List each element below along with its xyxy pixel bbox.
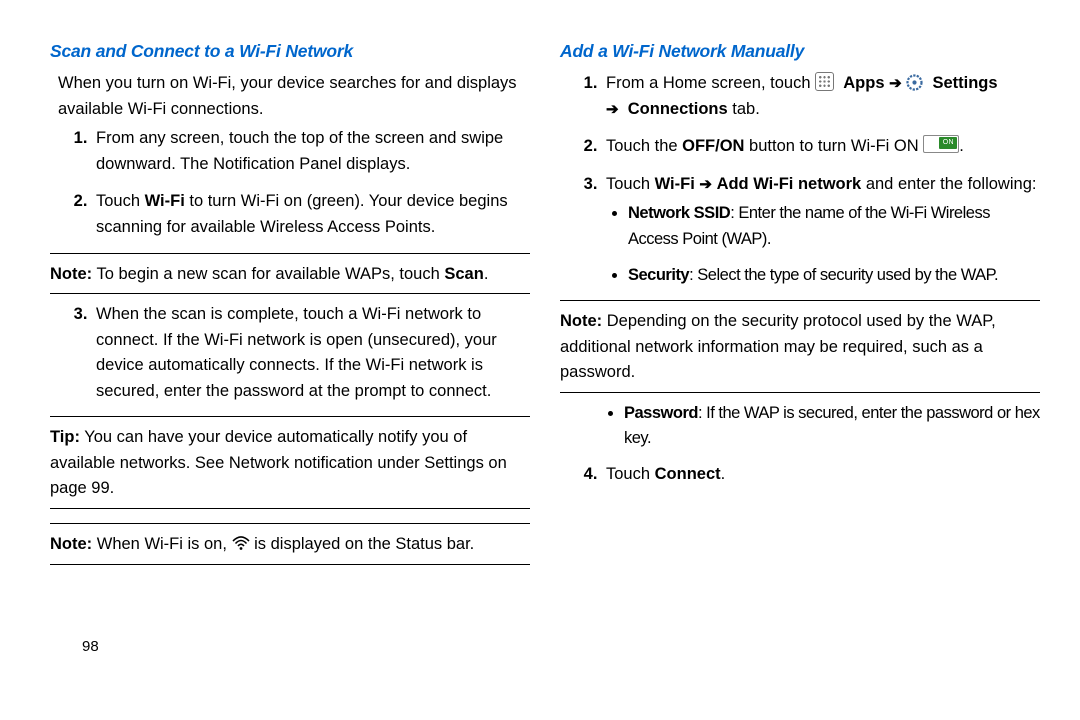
step-1: From any screen, touch the top of the sc… — [92, 126, 530, 177]
left-column: Scan and Connect to a Wi-Fi Network When… — [50, 38, 530, 658]
intro-text: When you turn on Wi-Fi, your device sear… — [58, 71, 530, 122]
r1-apps: Apps — [843, 74, 884, 92]
r3-pre: Touch — [606, 175, 655, 193]
r-step-4: Touch Connect. — [602, 462, 1040, 488]
r2-pre: Touch the — [606, 137, 682, 155]
r3-b2: Add Wi-Fi network — [717, 175, 862, 193]
heading-scan-connect: Scan and Connect to a Wi-Fi Network — [50, 38, 530, 65]
bullet-ssid: Network SSID: Enter the name of the Wi-F… — [628, 201, 1040, 252]
r3-post: and enter the following: — [861, 175, 1036, 193]
on-switch-icon — [923, 135, 959, 153]
arrow-icon: ➔ — [606, 101, 619, 118]
divider — [50, 508, 530, 509]
tip-label: Tip: — [50, 428, 80, 446]
arrow-icon: ➔ — [889, 75, 902, 92]
r2-b: OFF/ON — [682, 137, 744, 155]
r2-mid: button to turn Wi-Fi ON — [744, 137, 923, 155]
r1-conn: Connections — [628, 100, 728, 118]
step-1-text: From any screen, touch the top of the sc… — [96, 129, 503, 173]
rnote-label: Note: — [560, 312, 602, 330]
step-2-bold: Wi-Fi — [145, 192, 185, 210]
divider — [50, 564, 530, 565]
tip-text: You can have your device automatically n… — [50, 428, 507, 497]
divider — [560, 392, 1040, 393]
step-3: When the scan is complete, touch a Wi-Fi… — [92, 302, 530, 404]
divider — [50, 293, 530, 294]
step-3-text: When the scan is complete, touch a Wi-Fi… — [96, 305, 497, 400]
steps-list-right-cont: Touch Connect. — [560, 462, 1040, 488]
sec-t: : Select the type of security used by th… — [689, 266, 998, 284]
heading-add-manual: Add a Wi-Fi Network Manually — [560, 38, 1040, 65]
rnote-text: Depending on the security protocol used … — [560, 312, 996, 381]
r4-b: Connect — [655, 465, 721, 483]
sub-bullets: Network SSID: Enter the name of the Wi-F… — [606, 201, 1040, 288]
ssid-b: Network SSID — [628, 204, 730, 222]
r2-post: . — [959, 137, 964, 155]
sec-b: Security — [628, 266, 689, 284]
steps-list-left-cont: When the scan is complete, touch a Wi-Fi… — [50, 302, 530, 404]
wifi-icon — [232, 534, 250, 550]
note-label: Note: — [50, 265, 92, 283]
right-column: Add a Wi-Fi Network Manually From a Home… — [560, 38, 1040, 658]
note-statusbar: Note: When Wi-Fi is on, is displayed on … — [50, 532, 530, 558]
settings-icon — [906, 74, 923, 91]
r3-b1: Wi-Fi — [655, 175, 695, 193]
tip-block: Tip: You can have your device automatica… — [50, 425, 530, 502]
pw-b: Password — [624, 404, 698, 422]
note-bold: Scan — [444, 265, 483, 283]
manual-page: Scan and Connect to a Wi-Fi Network When… — [0, 0, 1080, 668]
r1-pre: From a Home screen, touch — [606, 74, 815, 92]
apps-icon — [815, 72, 834, 91]
r1-settings: Settings — [932, 74, 997, 92]
divider — [50, 416, 530, 417]
divider — [50, 253, 530, 254]
steps-list-right: From a Home screen, touch Apps ➔ Setting… — [560, 71, 1040, 288]
bullet-security: Security: Select the type of security us… — [628, 263, 1040, 289]
r-step-1: From a Home screen, touch Apps ➔ Setting… — [602, 71, 1040, 122]
note2-post: is displayed on the Status bar. — [254, 535, 474, 553]
r-step-3: Touch Wi-Fi ➔ Add Wi-Fi network and ente… — [602, 172, 1040, 288]
note-scan: Note: To begin a new scan for available … — [50, 262, 530, 288]
note2-pre: When Wi-Fi is on, — [92, 535, 231, 553]
note2-label: Note: — [50, 535, 92, 553]
note-pre: To begin a new scan for available WAPs, … — [92, 265, 444, 283]
note-post: . — [484, 265, 489, 283]
bullet-password: Password: If the WAP is secured, enter t… — [624, 401, 1040, 452]
r1-tab: tab. — [728, 100, 760, 118]
divider — [560, 300, 1040, 301]
steps-list-left: From any screen, touch the top of the sc… — [50, 126, 530, 240]
divider — [50, 523, 530, 524]
sub-bullets-2: Password: If the WAP is secured, enter t… — [602, 401, 1040, 452]
step-2: Touch Wi-Fi to turn Wi-Fi on (green). Yo… — [92, 189, 530, 240]
page-number: 98 — [82, 635, 530, 658]
r4-pre: Touch — [606, 465, 655, 483]
note-protocol: Note: Depending on the security protocol… — [560, 309, 1040, 386]
step-2-pre: Touch — [96, 192, 145, 210]
r4-post: . — [721, 465, 726, 483]
arrow-icon: ➔ — [699, 176, 712, 193]
r-step-2: Touch the OFF/ON button to turn Wi-Fi ON… — [602, 134, 1040, 160]
